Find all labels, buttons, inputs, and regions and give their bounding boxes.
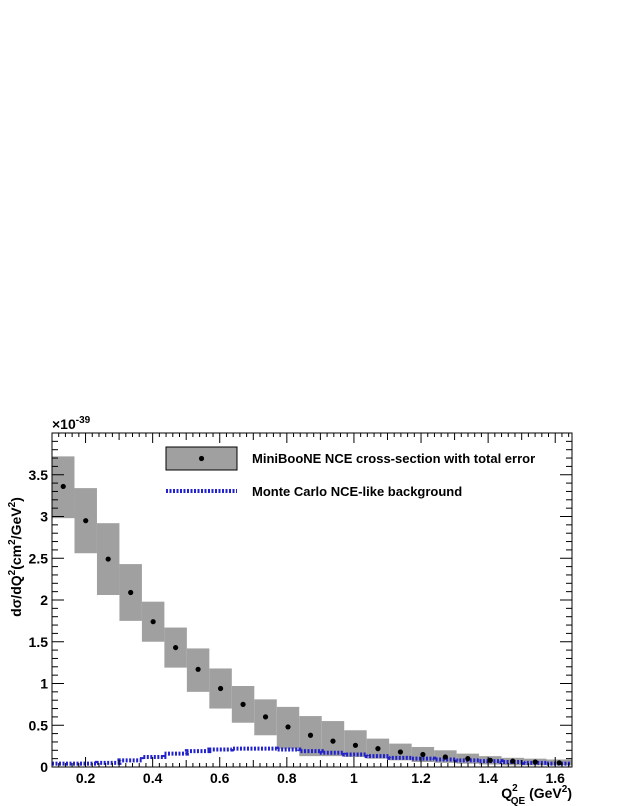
y-tick-label: 1.5 [29,634,49,650]
data-point [375,746,381,752]
background-step-line [52,746,572,766]
data-point [465,756,471,762]
data-point [420,751,426,758]
x-tick-label: 1 [350,770,358,786]
x-tick-label: 1.4 [478,770,498,786]
y-tick-label: 0 [40,759,48,775]
y-tick-label: 3 [40,509,48,525]
y-tick-label: 3.5 [29,467,49,483]
y-tick-label: 2 [40,592,48,608]
data-point [150,619,156,625]
x-tick-label: 0.6 [210,770,230,786]
data-point [285,724,291,730]
tick-layer [52,433,572,768]
legend-label-cross-section: MiniBooNE NCE cross-section with total e… [252,451,535,466]
x-tick-label: 0.8 [277,770,297,786]
data-point [556,760,562,766]
y-axis-multiplier: ×10-39 [52,415,91,432]
data-point [60,483,66,490]
data-point [173,644,179,651]
data-point [442,754,448,760]
y-tick-label: 1 [40,676,48,692]
tick-label-layer: 0.2 0.4 0.6 0.8 1 1.2 1.4 1.6 0 0.5 1 1.5 2 2.5 3 3.5 [29,467,566,786]
y-tick-label: 2.5 [29,550,49,566]
data-point [487,757,493,763]
background-line-layer [52,746,572,766]
legend-label-background: Monte Carlo NCE-like background [252,484,462,499]
data-point [83,518,89,524]
data-point [510,758,516,764]
data-point [262,714,269,720]
legend-marker-cross-section [198,455,205,462]
y-tick-label: 0.5 [29,717,49,733]
data-point [532,759,538,765]
data-point [217,685,224,692]
data-point [307,732,314,738]
data-point [330,738,336,744]
data-point [128,589,134,596]
y-axis-title: dσ/dQ2(cm2/GeV2) [7,497,24,617]
data-point [240,701,246,707]
data-point-layer [60,483,562,766]
data-point [352,742,359,748]
x-tick-label: 1.2 [411,770,431,786]
data-point [105,556,111,562]
legend: MiniBooNE NCE cross-section with total e… [165,446,535,499]
x-tick-label: 0.4 [143,770,163,786]
x-axis-title: Q2 QE (GeV2) [501,783,572,806]
data-point [195,666,201,672]
x-tick-label: 0.2 [76,770,96,786]
x-tick-label: 1.6 [545,770,565,786]
data-point [397,749,403,755]
